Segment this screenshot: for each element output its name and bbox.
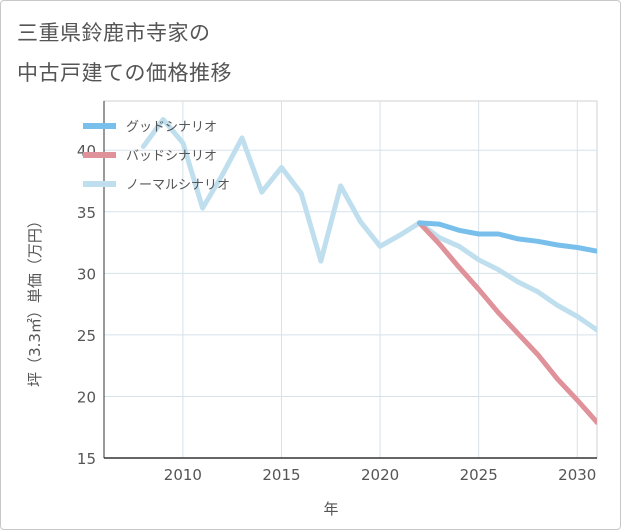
y-tick-label: 30 bbox=[77, 265, 96, 283]
series-line-3 bbox=[140, 117, 597, 333]
legend-label-2: バッドシナリオ bbox=[126, 149, 217, 164]
chart-title-line-1: 三重県鈴鹿市寺家の bbox=[17, 21, 211, 45]
x-tick-label: 2010 bbox=[164, 466, 202, 484]
y-tick-label: 25 bbox=[77, 327, 96, 345]
chart-title-line-2: 中古戸建ての価格推移 bbox=[17, 61, 232, 85]
x-tick-label: 2020 bbox=[361, 466, 399, 484]
x-axis-label: 年 bbox=[323, 500, 338, 518]
x-tick-label: 2030 bbox=[558, 466, 596, 484]
x-tick-label: 2025 bbox=[460, 466, 498, 484]
x-tick-label: 2015 bbox=[262, 466, 300, 484]
y-tick-label: 15 bbox=[77, 450, 96, 468]
y-tick-label: 20 bbox=[77, 388, 96, 406]
legend-label-3: ノーマルシナリオ bbox=[126, 178, 230, 193]
series-lines bbox=[140, 117, 597, 425]
y-tick-label: 35 bbox=[77, 204, 96, 222]
series-line-2 bbox=[417, 220, 597, 425]
y-axis-label: 坪（3.3㎡）単価（万円） bbox=[26, 213, 44, 387]
legend-label-1: グッドシナリオ bbox=[126, 120, 217, 135]
series-line-1 bbox=[417, 220, 597, 254]
